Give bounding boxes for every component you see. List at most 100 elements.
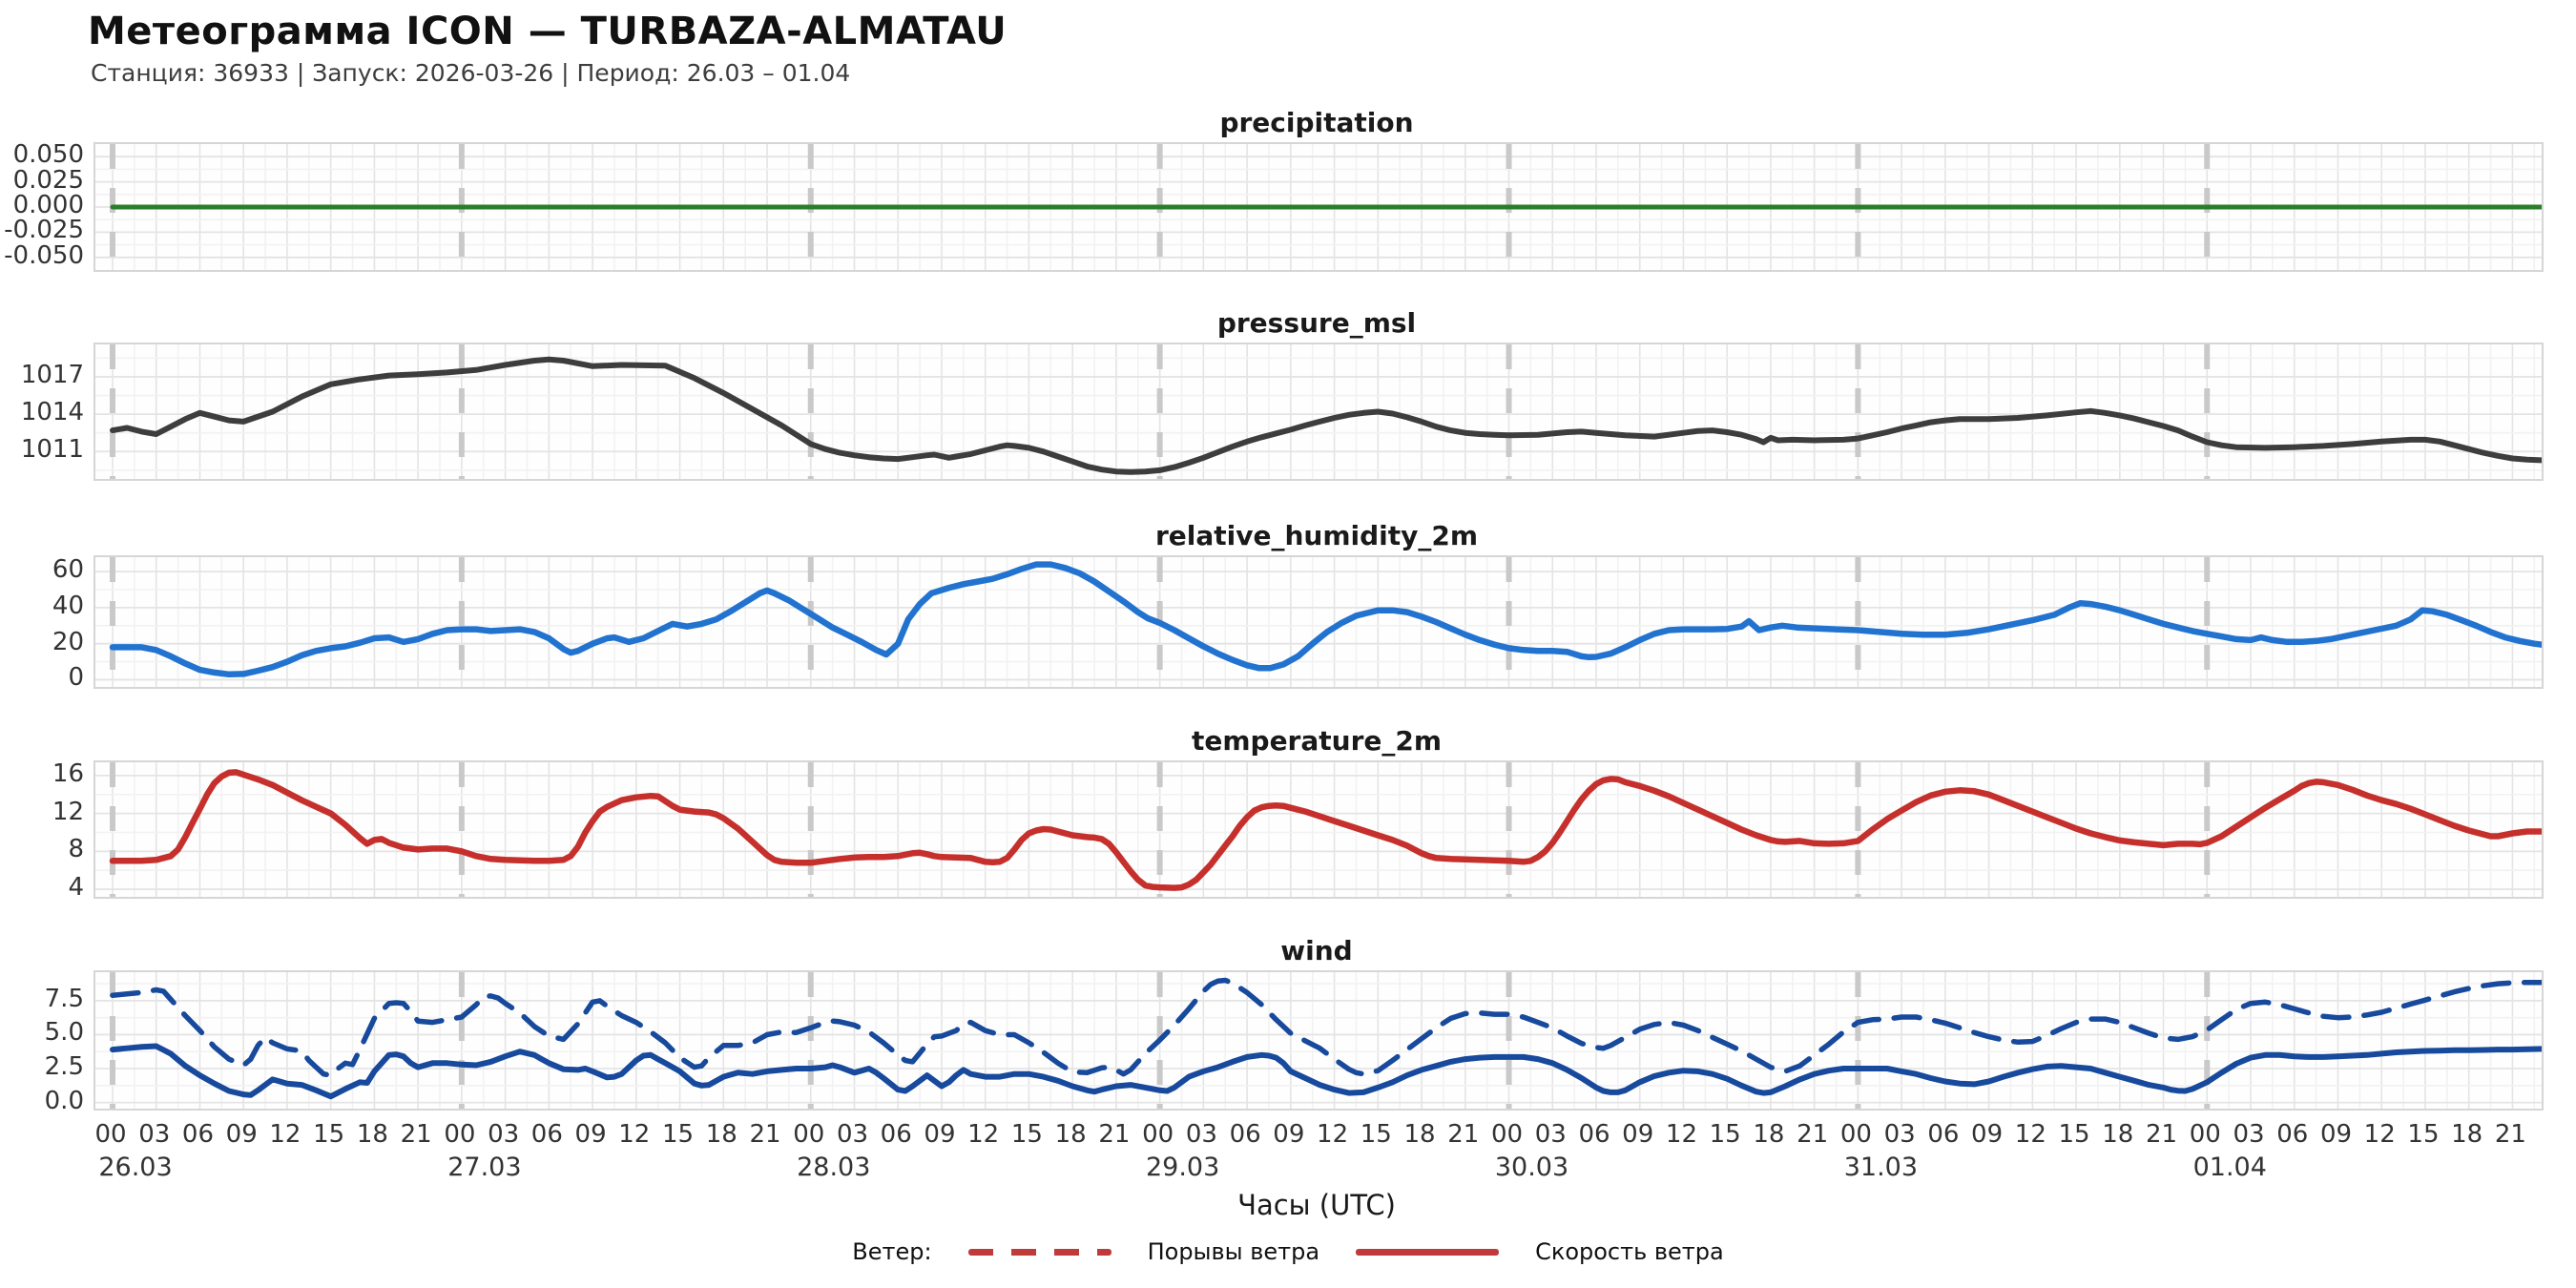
- ytick-label: 16: [52, 758, 84, 788]
- panel-wind: [93, 970, 2544, 1111]
- xtick-hour-label: 00: [1142, 1120, 1174, 1149]
- xtick-hour-label: 18: [1054, 1120, 1087, 1149]
- xtick-date-label: 30.03: [1494, 1153, 1569, 1182]
- xtick-hour-label: 06: [1578, 1120, 1610, 1149]
- humidity-plot: [95, 557, 2542, 687]
- subtitle: Станция: 36933 | Запуск: 2026-03-26 | Пе…: [91, 59, 851, 87]
- xtick-hour-label: 03: [836, 1120, 869, 1149]
- xtick-hour-label: 15: [1010, 1120, 1043, 1149]
- panel-humidity: [93, 555, 2544, 689]
- ytick-label: -0.025: [4, 216, 84, 245]
- ytick-label: 4: [68, 873, 84, 903]
- precipitation-plot: [95, 144, 2542, 270]
- xtick-hour-label: 09: [1971, 1120, 2004, 1149]
- xtick-hour-label: 09: [1273, 1120, 1305, 1149]
- xtick-hour-label: 12: [269, 1120, 301, 1149]
- xtick-hour-label: 21: [1447, 1120, 1480, 1149]
- xtick-hour-label: 03: [488, 1120, 520, 1149]
- xtick-hour-label: 21: [1797, 1120, 1829, 1149]
- xtick-hour-label: 18: [1403, 1120, 1436, 1149]
- xtick-hour-label: 12: [2363, 1120, 2396, 1149]
- legend-label-speed: Скорость ветра: [1535, 1238, 1724, 1265]
- ytick-label: 0: [68, 663, 84, 693]
- panel-pressure: [93, 343, 2544, 481]
- xtick-hour-label: 18: [356, 1120, 388, 1149]
- panel-title-temperature: temperature_2m: [1191, 725, 1443, 757]
- ytick-label: 1011: [20, 435, 84, 465]
- xtick-date-label: 01.04: [2192, 1153, 2267, 1182]
- xtick-hour-label: 12: [618, 1120, 651, 1149]
- temperature-plot: [95, 762, 2542, 897]
- xtick-hour-label: 12: [1317, 1120, 1349, 1149]
- xtick-hour-label: 18: [2451, 1120, 2483, 1149]
- xtick-hour-label: 12: [1665, 1120, 1697, 1149]
- xtick-hour-label: 03: [138, 1120, 171, 1149]
- panel-title-pressure: pressure_msl: [1216, 307, 1417, 339]
- ytick-label: 40: [52, 591, 84, 620]
- page-title: Метеограмма ICON — TURBAZA-ALMATAU: [88, 10, 1008, 53]
- xtick-hour-label: 03: [1185, 1120, 1217, 1149]
- ytick-label: 2.5: [44, 1052, 84, 1082]
- xtick-hour-label: 21: [749, 1120, 781, 1149]
- xtick-hour-label: 06: [1927, 1120, 1960, 1149]
- xtick-hour-label: 15: [1709, 1120, 1741, 1149]
- xtick-hour-label: 18: [1753, 1120, 1785, 1149]
- xtick-hour-label: 00: [793, 1120, 825, 1149]
- xtick-hour-label: 06: [2276, 1120, 2309, 1149]
- xtick-hour-label: 06: [530, 1120, 563, 1149]
- ytick-label: 12: [52, 797, 84, 826]
- xtick-hour-label: 00: [1839, 1120, 1872, 1149]
- gusts-dashed-line-swatch: [967, 1248, 1111, 1256]
- ytick-label: 1017: [20, 360, 84, 389]
- xtick-hour-label: 09: [1622, 1120, 1654, 1149]
- ytick-label: 0.050: [12, 140, 84, 170]
- legend-title: Ветер:: [852, 1238, 932, 1265]
- xtick-hour-label: 21: [400, 1120, 432, 1149]
- xtick-hour-label: 21: [1098, 1120, 1131, 1149]
- xtick-hour-label: 00: [444, 1120, 476, 1149]
- xtick-hour-label: 03: [1883, 1120, 1916, 1149]
- ytick-label: 0.000: [12, 191, 84, 219]
- xtick-hour-label: 09: [574, 1120, 607, 1149]
- xtick-hour-label: 15: [2058, 1120, 2090, 1149]
- xtick-date-label: 27.03: [447, 1153, 522, 1182]
- panel-title-precipitation: precipitation: [1219, 107, 1414, 138]
- panel-precipitation: [93, 142, 2544, 272]
- wind-legend: Ветер: Порывы ветра Скорость ветра: [0, 1238, 2576, 1265]
- xtick-hour-label: 15: [313, 1120, 345, 1149]
- speed-solid-line-swatch: [1356, 1248, 1500, 1256]
- xtick-hour-label: 15: [662, 1120, 695, 1149]
- xtick-hour-label: 15: [2407, 1120, 2440, 1149]
- xtick-date-label: 28.03: [797, 1153, 871, 1182]
- xtick-hour-label: 18: [705, 1120, 737, 1149]
- ytick-label: 20: [52, 627, 84, 656]
- ytick-label: 0.025: [12, 165, 84, 195]
- xtick-hour-label: 03: [2233, 1120, 2265, 1149]
- ytick-label: 8: [68, 835, 84, 864]
- xtick-date-label: 31.03: [1843, 1153, 1919, 1182]
- xtick-hour-label: 00: [94, 1120, 127, 1149]
- ytick-label: -0.050: [4, 240, 84, 270]
- xtick-hour-label: 09: [225, 1120, 258, 1149]
- ytick-label: 5.0: [44, 1018, 84, 1048]
- xtick-hour-label: 15: [1360, 1120, 1392, 1149]
- ytick-label: 1014: [20, 398, 84, 427]
- xtick-date-label: 29.03: [1145, 1153, 1220, 1182]
- xtick-hour-label: 12: [2014, 1120, 2046, 1149]
- xtick-hour-label: 06: [181, 1120, 215, 1149]
- xtick-hour-label: 12: [967, 1120, 1000, 1149]
- pressure-plot: [95, 344, 2542, 479]
- xtick-hour-label: 18: [2102, 1120, 2134, 1149]
- ytick-label: 0.0: [44, 1086, 84, 1115]
- x-axis-title: Часы (UTC): [1237, 1189, 1396, 1221]
- xtick-hour-label: 21: [2494, 1120, 2526, 1149]
- xtick-hour-label: 09: [924, 1120, 956, 1149]
- ytick-label: 60: [52, 555, 84, 585]
- xtick-hour-label: 09: [2319, 1120, 2353, 1149]
- xtick-hour-label: 06: [1229, 1120, 1261, 1149]
- xtick-date-label: 26.03: [98, 1153, 173, 1182]
- xtick-hour-label: 06: [880, 1120, 912, 1149]
- wind-plot: [95, 972, 2542, 1109]
- xtick-hour-label: 03: [1534, 1120, 1567, 1149]
